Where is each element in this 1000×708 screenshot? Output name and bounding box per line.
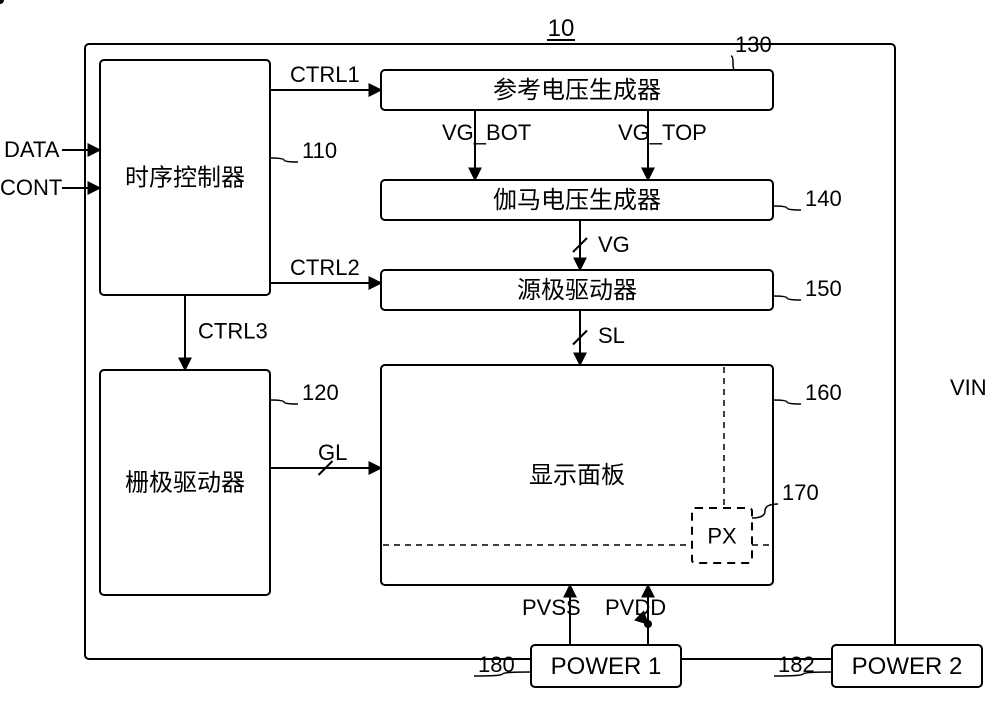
gamma-voltage-generator-label: 伽马电压生成器 xyxy=(493,187,661,214)
power1-label: POWER 1 xyxy=(551,653,662,680)
display-panel-leader xyxy=(773,400,801,404)
source-driver-leader xyxy=(773,296,801,300)
timing-controller-ref: 110 xyxy=(302,138,337,163)
input-data-label: DATA xyxy=(4,137,60,162)
source-driver-label: 源极驱动器 xyxy=(517,277,637,304)
gate-driver-leader xyxy=(270,400,298,404)
vin-label: VIN xyxy=(950,375,987,400)
display-panel-ref: 160 xyxy=(805,380,842,405)
pvss-label: PVSS xyxy=(522,595,581,620)
diagram-ref-10: 10 xyxy=(548,15,575,42)
sl-label: SL xyxy=(598,323,625,348)
vg-label: VG xyxy=(598,232,630,257)
gamma-voltage-generator-ref: 140 xyxy=(805,186,842,211)
input-cont-label: CONT xyxy=(0,175,62,200)
gate-driver-label: 栅极驱动器 xyxy=(125,470,245,497)
power2-label: POWER 2 xyxy=(852,653,963,680)
timing-controller-label: 时序控制器 xyxy=(125,165,245,192)
ctrl3-label: CTRL3 xyxy=(198,319,268,344)
gamma-voltage-generator-leader xyxy=(773,206,801,210)
reference-voltage-generator-label: 参考电压生成器 xyxy=(493,77,661,104)
vin-junction-dot xyxy=(0,0,4,4)
vg-bot-label: VG_BOT xyxy=(442,120,531,145)
source-driver-ref: 150 xyxy=(805,276,842,301)
display-panel-label: 显示面板 xyxy=(529,462,625,489)
reference-voltage-generator-ref: 130 xyxy=(735,32,772,57)
power2-ref: 182 xyxy=(778,652,815,677)
ctrl2-label: CTRL2 xyxy=(290,255,360,280)
pixel-label: PX xyxy=(707,524,737,549)
pvdd-junction-dot xyxy=(644,620,652,628)
timing-controller-leader xyxy=(270,158,298,162)
block-diagram-svg: 10 时序控制器 110 栅极驱动器 120 参考电压生成器 130 伽马电压生成器 140 源极… xyxy=(0,0,1000,708)
power1-ref: 180 xyxy=(478,652,515,677)
pixel-ref: 170 xyxy=(782,480,819,505)
ctrl1-label: CTRL1 xyxy=(290,62,360,87)
gate-driver-ref: 120 xyxy=(302,380,339,405)
vg-top-label: VG_TOP xyxy=(618,120,707,145)
pvdd-label: PVDD xyxy=(605,595,666,620)
reference-voltage-generator-leader xyxy=(731,56,735,70)
